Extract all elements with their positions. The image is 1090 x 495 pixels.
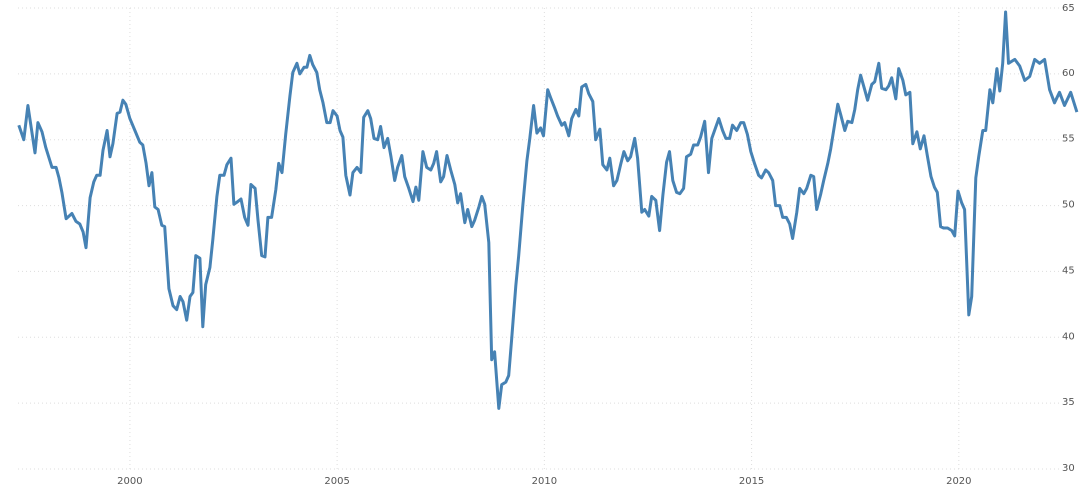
x-tick-label: 2015 — [739, 476, 764, 487]
x-tick-label: 2005 — [324, 476, 349, 487]
x-tick-label: 2010 — [532, 476, 557, 487]
y-tick-label: 45 — [1062, 265, 1075, 276]
y-tick-label: 65 — [1062, 3, 1075, 14]
y-tick-label: 60 — [1062, 68, 1075, 79]
y-tick-label: 35 — [1062, 397, 1075, 408]
x-tick-label: 2000 — [117, 476, 142, 487]
x-tick-label: 2020 — [946, 476, 971, 487]
y-tick-label: 50 — [1062, 200, 1075, 211]
y-tick-label: 55 — [1062, 134, 1075, 145]
y-tick-label: 30 — [1062, 463, 1075, 474]
y-tick-label: 40 — [1062, 331, 1075, 342]
line-series — [17, 10, 1079, 410]
